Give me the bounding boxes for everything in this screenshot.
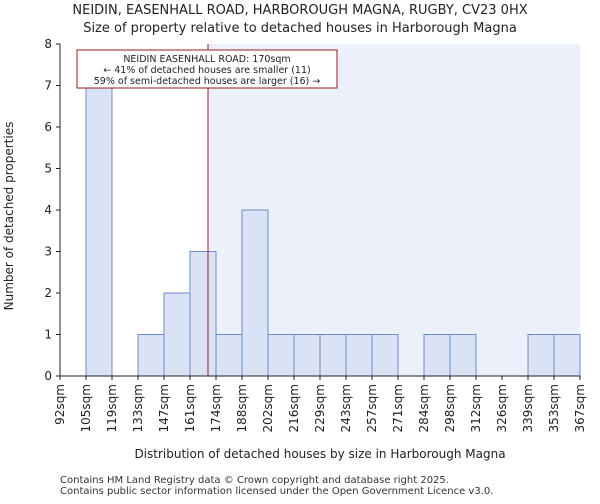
- footer-line-2: Contains public sector information licen…: [60, 486, 493, 497]
- x-tick-label: 174sqm: [209, 384, 223, 432]
- y-tick-label: 8: [44, 37, 52, 51]
- bar: [527, 334, 555, 377]
- chart-subtitle: Size of property relative to detached ho…: [83, 21, 517, 36]
- bar: [553, 334, 581, 377]
- x-tick-label: 105sqm: [79, 384, 93, 432]
- bar: [85, 85, 113, 377]
- y-tick-label: 0: [44, 369, 52, 383]
- y-axis-label: Number of detached properties: [2, 122, 16, 311]
- x-tick-label: 243sqm: [339, 384, 353, 432]
- x-tick-label: 133sqm: [131, 384, 145, 432]
- bar: [345, 334, 373, 377]
- annotation-box: [76, 49, 338, 89]
- y-tick-label: 3: [44, 245, 52, 259]
- annotation-text: ← 41% of detached houses are smaller (11…: [103, 65, 310, 76]
- plot-area: 0 1 2 3 4 5 6 7 8 92sqm 105sqm 119sqm 133sqm 147sqm 16…: [44, 37, 587, 432]
- bar: [215, 334, 243, 377]
- annotation-text: 59% of semi-detached houses are larger (…: [94, 76, 321, 87]
- x-tick-label: 312sqm: [469, 384, 483, 432]
- chart-title: NEIDIN, EASENHALL ROAD, HARBOROUGH MAGNA…: [72, 3, 527, 18]
- annotation-text: NEIDIN EASENHALL ROAD: 170sqm: [123, 54, 290, 65]
- x-tick-label: 92sqm: [53, 384, 67, 425]
- x-tick-label: 257sqm: [365, 384, 379, 432]
- bar: [319, 334, 347, 377]
- x-tick-label: 119sqm: [105, 384, 119, 432]
- x-tick-label: 147sqm: [157, 384, 171, 432]
- larger-region-shading: [208, 44, 580, 376]
- y-tick-label: 4: [44, 203, 52, 217]
- y-tick-label: 1: [44, 328, 52, 342]
- bar: [241, 209, 269, 377]
- y-tick-label: 5: [44, 162, 52, 176]
- x-tick-label: 271sqm: [391, 384, 405, 432]
- x-tick-label: 216sqm: [287, 384, 301, 432]
- x-axis-label: Distribution of detached houses by size …: [134, 447, 505, 461]
- bar: [423, 334, 451, 377]
- x-tick-label: 339sqm: [521, 384, 535, 432]
- y-tick-label: 7: [44, 79, 52, 93]
- bar: [267, 334, 295, 377]
- bar: [371, 334, 399, 377]
- x-tick-label: 326sqm: [495, 384, 509, 432]
- y-tick-label: 2: [44, 286, 52, 300]
- x-tick-label: 284sqm: [417, 384, 431, 432]
- footer-line-1: Contains HM Land Registry data © Crown c…: [60, 475, 449, 486]
- y-tick-label: 6: [44, 120, 52, 134]
- bar: [189, 251, 217, 377]
- x-tick-label: 298sqm: [443, 384, 457, 432]
- bar: [293, 334, 321, 377]
- x-tick-label: 353sqm: [547, 384, 561, 432]
- bar: [137, 334, 165, 377]
- x-tick-label: 367sqm: [573, 384, 587, 432]
- x-tick-label: 161sqm: [183, 384, 197, 432]
- x-tick-label: 188sqm: [235, 384, 249, 432]
- bar: [163, 292, 191, 377]
- x-tick-label: 229sqm: [313, 384, 327, 432]
- x-tick-label: 202sqm: [261, 384, 275, 432]
- bar: [449, 334, 477, 377]
